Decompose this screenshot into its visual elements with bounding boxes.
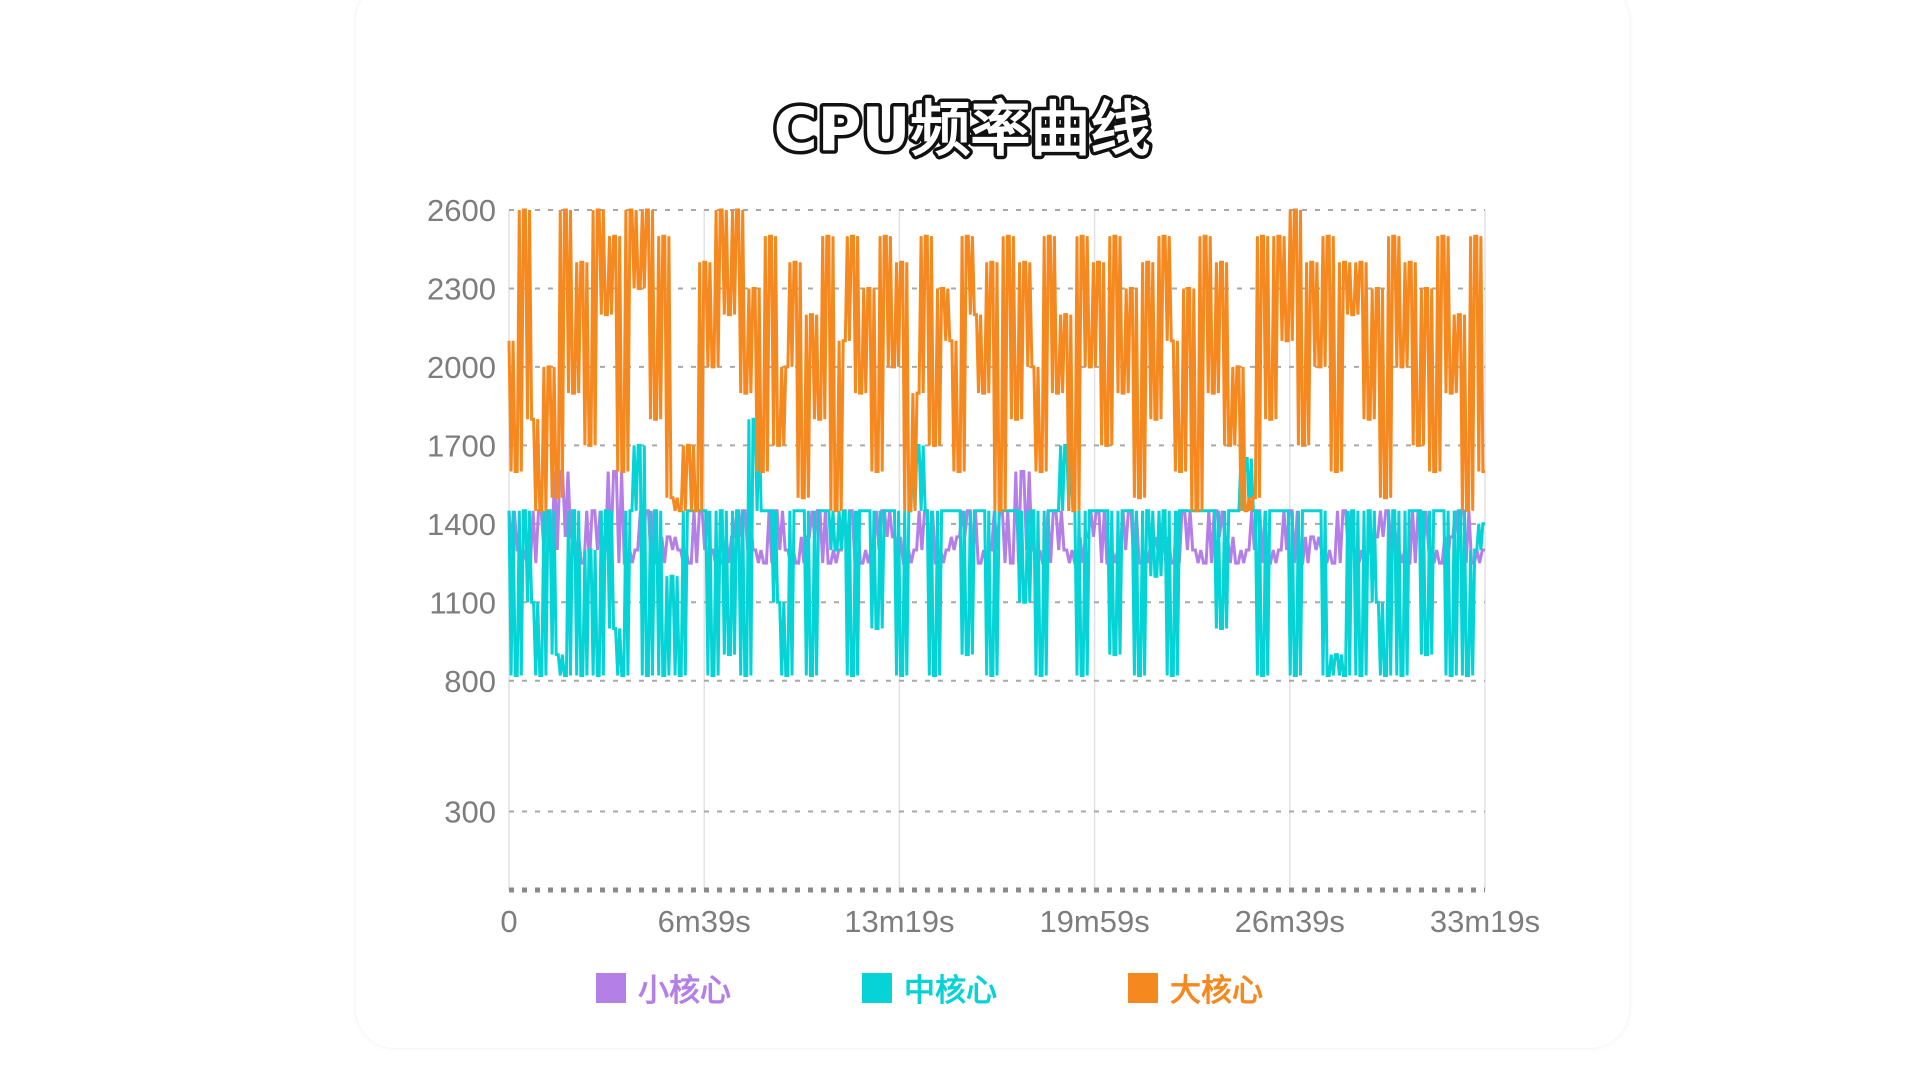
chart-title: CPU频率曲线 — [774, 95, 1151, 165]
series-line-1 — [507, 417, 1485, 677]
legend-label: 小核心 — [638, 973, 731, 1009]
y-tick-label: 300 — [444, 795, 496, 830]
legend-item-mid-core[interactable]: 中核心 — [862, 965, 997, 1010]
legend-swatch-icon — [1128, 972, 1158, 1003]
legend-item-small-core[interactable]: 小核心 — [596, 965, 731, 1010]
x-tick-label: 19m59s — [1039, 904, 1149, 939]
x-tick-label: 13m19s — [844, 904, 954, 939]
series-lines — [507, 208, 1485, 677]
legend-swatch-icon — [862, 972, 892, 1003]
legend: 小核心 中核心 大核心 — [0, 965, 1920, 1009]
x-tick-label: 6m39s — [658, 904, 751, 939]
series-line-2 — [507, 208, 1485, 513]
y-tick-label: 800 — [444, 664, 496, 699]
x-tick-label: 33m19s — [1430, 904, 1540, 939]
y-tick-label: 1400 — [427, 507, 496, 542]
x-tick-label: 0 — [500, 904, 517, 939]
y-tick-label: 1700 — [427, 428, 496, 463]
legend-label: 中核心 — [904, 973, 997, 1009]
x-tick-label: 26m39s — [1235, 904, 1345, 939]
y-tick-label: 2600 — [427, 193, 496, 228]
y-axis-ticks: 2600 2300 2000 1700 1400 1100 800 300 — [427, 193, 496, 830]
legend-swatch-icon — [596, 972, 626, 1003]
x-axis-ticks: 0 6m39s 13m19s 19m59s 26m39s 33m19s — [500, 904, 1540, 939]
legend-label: 大核心 — [1170, 973, 1263, 1009]
y-tick-label: 2300 — [427, 271, 496, 306]
y-tick-label: 1100 — [429, 585, 496, 620]
legend-item-big-core[interactable]: 大核心 — [1128, 965, 1263, 1010]
y-tick-label: 2000 — [427, 350, 496, 385]
